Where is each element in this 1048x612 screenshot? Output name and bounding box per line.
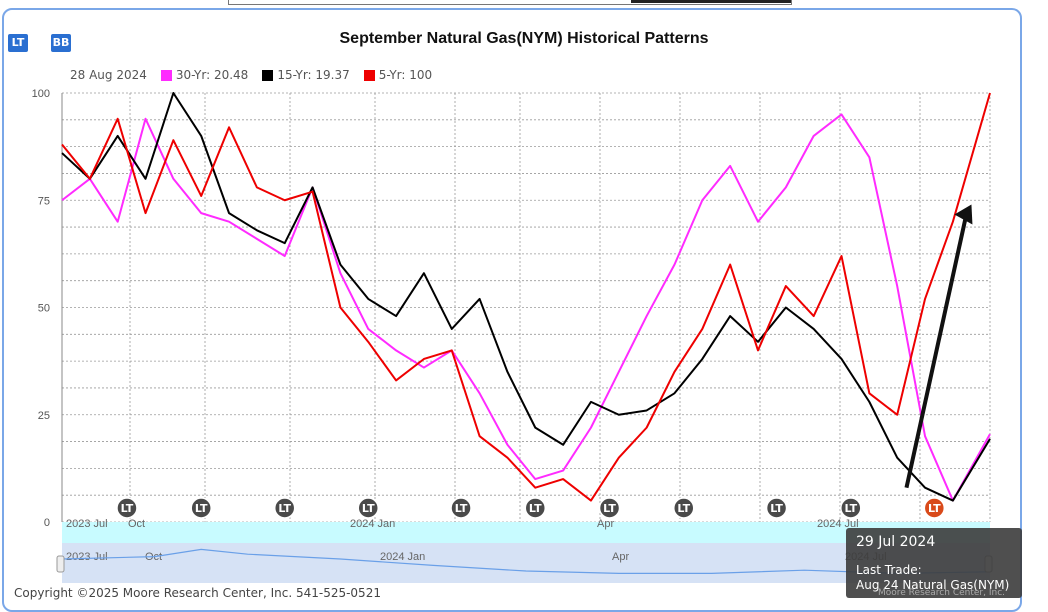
lt-marker <box>765 497 788 519</box>
x-tick-label: 2023 Jul <box>66 518 108 530</box>
scrollbar-thumb[interactable] <box>631 0 791 3</box>
lt-marker-label: LT <box>677 502 690 515</box>
y-tick-label: 75 <box>38 195 50 207</box>
legend-item-30yr[interactable]: 30-Yr: 20.48 <box>160 68 249 82</box>
legend-swatch-15yr <box>262 69 274 81</box>
lt-marker-label: LT <box>121 502 134 515</box>
copyright-text: Copyright ©2025 Moore Research Center, I… <box>14 586 381 600</box>
lt-marker-label: LT <box>529 502 542 515</box>
series-5yr-line <box>61 92 991 502</box>
series-30yr-line <box>61 113 991 502</box>
navigator-line <box>61 548 991 575</box>
lt-marker <box>840 497 862 519</box>
x-tick-label: 2024 Jan <box>350 518 395 530</box>
navigator-tick-label: 2024 Jan <box>380 551 425 563</box>
lt-marker-label: LT <box>603 502 616 515</box>
tooltip-date: 29 Jul 2024 <box>856 534 936 550</box>
lt-marker <box>923 497 946 519</box>
x-tick-label: 2024 Jul <box>817 518 859 530</box>
credit-text: Moore Research Center, Inc. <box>878 588 1006 598</box>
chart-legend: 28 Aug 2024 30-Yr: 20.48 15-Yr: 19.37 5-… <box>70 68 432 82</box>
lt-marker <box>524 497 547 519</box>
lt-marker-label: LT <box>362 502 375 515</box>
y-tick-label: 100 <box>32 88 50 100</box>
legend-label-15yr: 15-Yr: 19.37 <box>277 68 350 82</box>
lt-marker-label: LT <box>770 502 783 515</box>
navigator-band <box>62 543 990 583</box>
lt-marker-label: LT <box>928 502 941 515</box>
tooltip-line1: Last Trade: <box>856 563 922 577</box>
lt-marker <box>598 497 621 519</box>
y-tick-label: 50 <box>38 303 50 315</box>
lt-toggle-button[interactable]: LT <box>8 34 28 52</box>
legend-swatch-30yr <box>160 69 172 81</box>
lt-marker-label: LT <box>195 502 208 515</box>
legend-swatch-5yr <box>363 69 375 81</box>
chart-plot-area[interactable]: 0 25 50 75 100 2023 Jul Oct 2024 Jan Apr 2024 Jul… <box>0 0 1048 598</box>
legend-item-15yr[interactable]: 15-Yr: 19.37 <box>262 68 350 82</box>
trend-arrow-head <box>954 204 973 225</box>
range-band <box>62 522 990 543</box>
lt-marker <box>116 497 138 519</box>
x-tick-label: Oct <box>128 518 145 530</box>
bb-toggle-button[interactable]: BB <box>51 34 71 52</box>
lt-marker <box>273 497 296 519</box>
lt-marker <box>190 497 212 519</box>
tooltip-line2: Aug 24 Natural Gas(NYM) <box>856 578 1010 592</box>
legend-label-5yr: 5-Yr: 100 <box>378 68 433 82</box>
y-tick-label: 25 <box>38 410 50 422</box>
lt-marker <box>673 497 695 519</box>
chart-tooltip: 29 Jul 2024 Last Trade: Aug 24 Natural G… <box>846 528 1022 598</box>
navigator-tick-label: Apr <box>612 551 629 563</box>
legend-item-5yr[interactable]: 5-Yr: 100 <box>363 68 433 82</box>
chart-title: September Natural Gas(NYM) Historical Pa… <box>339 30 709 47</box>
lt-marker <box>450 497 472 519</box>
series-15yr-line <box>61 92 991 502</box>
navigator-handle-left <box>56 555 65 573</box>
top-scrollbar[interactable] <box>228 0 792 5</box>
navigator-tick-label: 2023 Jul <box>66 551 108 563</box>
x-tick-label: Apr <box>597 518 614 530</box>
lt-marker-label: LT <box>844 502 857 515</box>
legend-label-30yr: 30-Yr: 20.48 <box>175 68 249 82</box>
lt-marker <box>357 497 379 519</box>
lt-marker-label: LT <box>278 502 291 515</box>
lt-marker-label: LT <box>455 502 468 515</box>
y-tick-label: 0 <box>44 517 50 529</box>
trend-arrow-line <box>904 218 968 489</box>
legend-date: 28 Aug 2024 <box>70 68 147 82</box>
